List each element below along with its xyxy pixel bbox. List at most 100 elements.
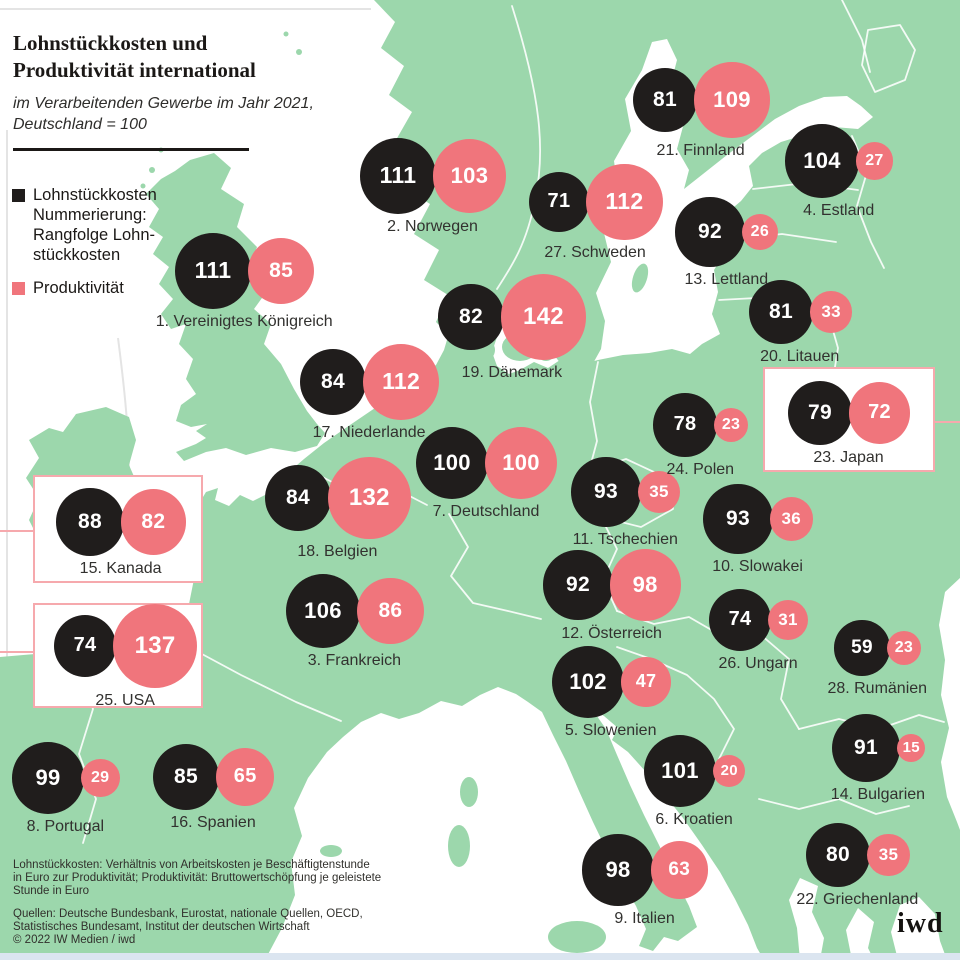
cost-circle-schweden: 71	[528, 171, 590, 233]
legend-note-line3: stückkosten	[33, 246, 121, 264]
cost-swatch-icon	[12, 189, 25, 202]
cost-circle-griechenland: 80	[805, 822, 871, 888]
productivity-circle-griechenland: 35	[867, 833, 910, 877]
header: Lohnstückkosten und Produktivität intern…	[13, 30, 314, 151]
productivity-circle-frankreich: 86	[357, 577, 424, 645]
country-label-schweden: 27. Schweden	[544, 244, 646, 262]
title-line2: Produktivität international	[13, 58, 256, 82]
country-label-estland: 4. Estland	[803, 201, 875, 219]
corsica-island	[460, 777, 478, 807]
legend-note-line2: Rangfolge Lohn-	[33, 226, 156, 244]
productivity-circle-d-nemark: 142	[500, 274, 587, 360]
country-label-norwegen: 2. Norwegen	[387, 217, 478, 235]
cost-circle-deutschland: 100	[416, 427, 488, 499]
cost-circle-niederlande: 84	[300, 349, 366, 415]
cost-circle-d-nemark: 82	[438, 284, 504, 350]
country-label-portugal: 8. Portugal	[26, 817, 105, 835]
legend-numbering-note: Nummerierung: Rangfolge Lohn- stückkoste…	[33, 205, 157, 265]
subtitle-line2: Deutschland = 100	[13, 116, 147, 133]
shetland-islet	[283, 31, 289, 37]
cost-circle-kroatien: 101	[643, 734, 717, 808]
productivity-circle-estland: 27	[855, 142, 894, 180]
productivity-circle-bulgarien: 15	[897, 734, 926, 762]
cost-circle-finnland: 81	[632, 67, 698, 133]
country-label-kroatien: 6. Kroatien	[655, 811, 733, 829]
legend-row-productivity: Produktivität	[12, 279, 157, 298]
definition-note: Lohnstückkosten: Verhältnis von Arbeitsk…	[13, 859, 381, 898]
legend-note-line1: Nummerierung:	[33, 206, 147, 224]
cost-circle-estland: 104	[785, 124, 859, 198]
cost-circle-spanien: 85	[152, 743, 220, 811]
subtitle-line1: im Verarbeitenden Gewerbe im Jahr 2021,	[13, 95, 314, 112]
aegean-sea-shape	[891, 897, 947, 960]
productivity-circle-kroatien: 20	[713, 754, 746, 788]
cost-circle-japan: 79	[788, 381, 852, 445]
productivity-circle-rum-nien: 23	[886, 630, 922, 666]
country-label--sterreich: 12. Österreich	[561, 624, 662, 642]
copyright-line: © 2022 IW Medien / iwd	[13, 934, 136, 946]
cost-circle-ungarn: 74	[709, 589, 771, 651]
productivity-circle-schweden: 112	[586, 163, 663, 241]
country-label-slowenien: 5. Slowenien	[564, 722, 657, 740]
productivity-circle--sterreich: 98	[609, 549, 681, 621]
country-label-belgien: 18. Belgien	[297, 543, 378, 561]
definition-line2: in Euro zur Produktivität; Produktivität…	[13, 872, 382, 884]
callout-connector-japan	[935, 421, 960, 423]
productivity-circle-polen: 23	[713, 407, 749, 443]
cost-circle-rum-nien: 59	[834, 620, 890, 676]
productivity-circle-portugal: 29	[80, 758, 120, 798]
cost-circle-portugal: 99	[12, 742, 84, 814]
productivity-circle-slowenien: 47	[621, 657, 671, 707]
legend-row-cost: Lohnstückkosten	[12, 186, 157, 205]
productivity-circle-niederlande: 112	[362, 343, 440, 421]
cost-circle-slowenien: 102	[551, 645, 625, 719]
mallorca-island	[320, 845, 342, 857]
productivity-circle-finnland: 109	[694, 62, 770, 138]
callout-connector-kanada	[0, 530, 33, 532]
iwd-logo: iwd	[897, 908, 944, 939]
cost-circle-belgien: 84	[265, 465, 331, 531]
definition-line3: Stunde in Euro	[13, 885, 90, 897]
country-label-d-nemark: 19. Dänemark	[461, 363, 563, 381]
country-label-deutschland: 7. Deutschland	[432, 503, 540, 520]
cost-circle-lettland: 92	[675, 197, 745, 267]
country-label-kanada: 15. Kanada	[79, 559, 162, 577]
footnote: Lohnstückkosten: Verhältnis von Arbeitsk…	[13, 859, 381, 947]
sources-line1: Quellen: Deutsche Bundesbank, Eurostat, …	[13, 908, 363, 920]
country-label-frankreich: 3. Frankreich	[307, 652, 402, 670]
cost-circle-polen: 78	[653, 393, 717, 457]
productivity-circle-usa: 137	[112, 603, 198, 689]
country-label-lettland: 13. Lettland	[684, 270, 769, 288]
productivity-swatch-icon	[12, 282, 25, 295]
country-label-litauen: 20. Litauen	[760, 348, 840, 366]
country-label-italien: 9. Italien	[614, 909, 675, 927]
shetland-islet	[296, 49, 302, 55]
cost-circle-litauen: 81	[748, 279, 814, 345]
country-label-tschechien: 11. Tschechien	[572, 530, 678, 548]
gotland-island	[631, 263, 649, 293]
productivity-circle-litauen: 33	[810, 291, 852, 333]
cost-circle-slowakei: 93	[703, 484, 773, 554]
country-label-niederlande: 17. Niederlande	[312, 424, 426, 442]
great-britain-shape	[146, 153, 325, 461]
sea-inlets	[891, 578, 960, 960]
country-label-finnland: 21. Finnland	[656, 141, 745, 159]
cost-circle-norwegen: 111	[360, 138, 436, 214]
legend: Lohnstückkosten Nummerierung: Rangfolge …	[12, 186, 157, 298]
cost-circle-vereinigtes-k-nigreich: 111	[175, 233, 251, 309]
productivity-circle-vereinigtes-k-nigreich: 85	[247, 237, 315, 305]
productivity-circle-tschechien: 35	[637, 470, 681, 514]
definition-line1: Lohnstückkosten: Verhältnis von Arbeitsk…	[13, 859, 370, 871]
country-label-rum-nien: 28. Rumänien	[827, 679, 928, 697]
productivity-circle-norwegen: 103	[432, 139, 506, 213]
country-label-usa: 25. USA	[95, 692, 155, 710]
productivity-circle-japan: 72	[848, 382, 911, 444]
sources-line2: Statistisches Bundesamt, Institut der de…	[13, 921, 310, 933]
productivity-circle-spanien: 65	[216, 747, 275, 807]
hebrides-islet	[140, 183, 146, 189]
cost-circle-italien: 98	[582, 834, 654, 906]
productivity-circle-belgien: 132	[327, 456, 411, 540]
productivity-circle-slowakei: 36	[769, 497, 813, 541]
